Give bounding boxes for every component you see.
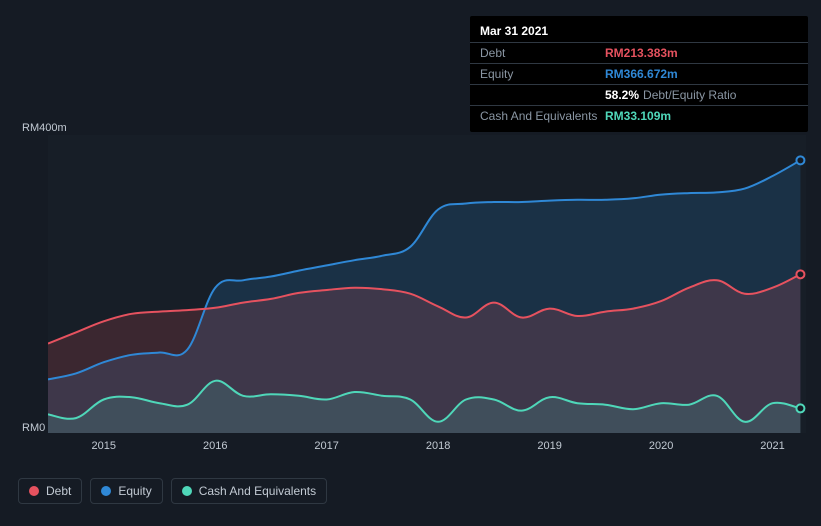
legend-item-equity[interactable]: Equity <box>90 478 162 504</box>
tooltip-row-cash: Cash And Equivalents RM33.109m <box>470 105 808 126</box>
legend-item-debt[interactable]: Debt <box>18 478 82 504</box>
series-end-marker-equity <box>796 156 804 164</box>
x-tick: 2016 <box>203 440 227 452</box>
legend-swatch <box>101 486 111 496</box>
y-axis-label-max: RM400m <box>22 122 67 134</box>
legend-swatch <box>29 486 39 496</box>
tooltip-label <box>480 88 605 102</box>
legend-swatch <box>182 486 192 496</box>
x-tick: 2020 <box>649 440 673 452</box>
x-tick: 2021 <box>760 440 784 452</box>
tooltip-row-ratio: 58.2% Debt/Equity Ratio <box>470 84 808 105</box>
series-end-marker-cash <box>796 404 804 412</box>
legend-label: Debt <box>46 484 71 498</box>
legend-item-cash[interactable]: Cash And Equivalents <box>171 478 327 504</box>
y-axis-label-min: RM0 <box>22 422 45 434</box>
x-tick: 2017 <box>314 440 338 452</box>
chart-plot-area[interactable] <box>48 135 806 433</box>
tooltip-value: 58.2% Debt/Equity Ratio <box>605 88 736 102</box>
tooltip-row-equity: Equity RM366.672m <box>470 63 808 84</box>
tooltip-value: RM33.109m <box>605 109 671 123</box>
ratio-note: Debt/Equity Ratio <box>643 88 736 102</box>
tooltip-label: Equity <box>480 67 605 81</box>
tooltip-date: Mar 31 2021 <box>470 22 808 42</box>
x-tick: 2019 <box>537 440 561 452</box>
ratio-value: 58.2% <box>605 88 639 102</box>
legend-label: Equity <box>118 484 151 498</box>
tooltip-label: Cash And Equivalents <box>480 109 605 123</box>
x-tick: 2018 <box>426 440 450 452</box>
tooltip-row-debt: Debt RM213.383m <box>470 42 808 63</box>
chart-svg <box>48 135 806 433</box>
tooltip-label: Debt <box>480 46 605 60</box>
tooltip-value: RM366.672m <box>605 67 678 81</box>
x-tick: 2015 <box>91 440 115 452</box>
series-end-marker-debt <box>796 270 804 278</box>
legend-label: Cash And Equivalents <box>199 484 316 498</box>
tooltip-value: RM213.383m <box>605 46 678 60</box>
chart-tooltip: Mar 31 2021 Debt RM213.383m Equity RM366… <box>470 16 808 132</box>
chart-legend: Debt Equity Cash And Equivalents <box>18 478 327 504</box>
